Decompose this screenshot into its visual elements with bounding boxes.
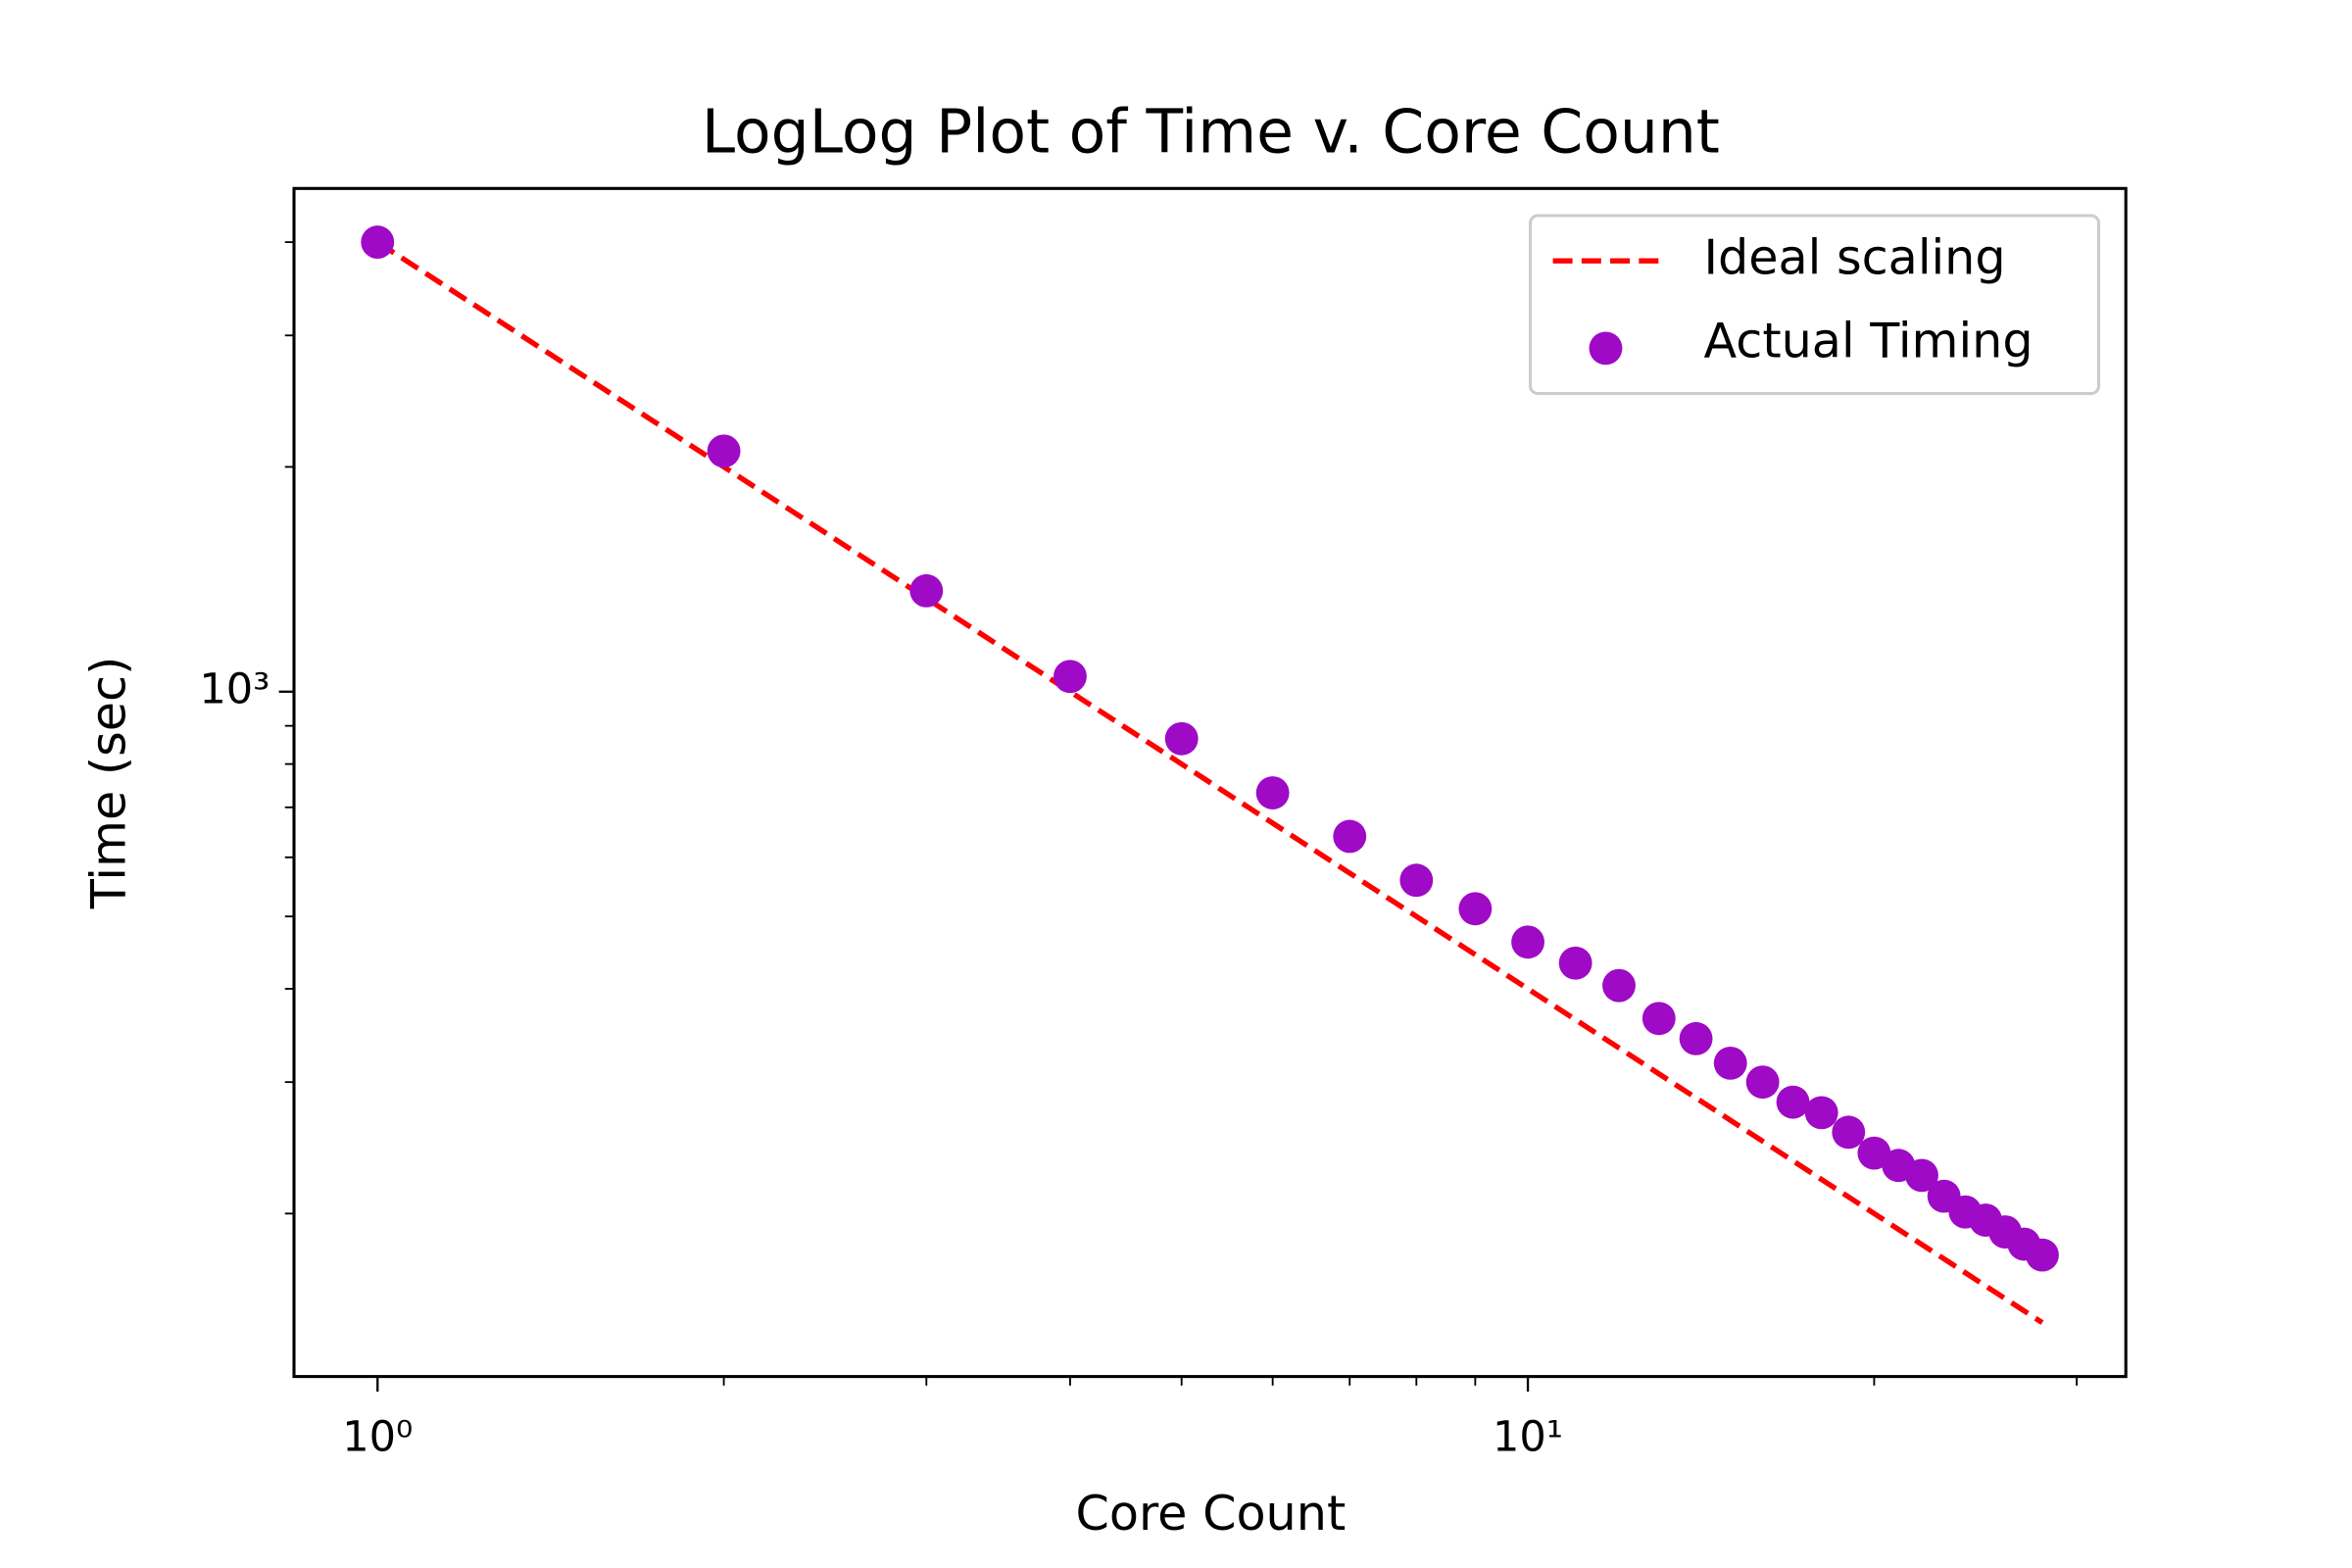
data-point bbox=[1679, 1021, 1713, 1055]
legend-label: Actual Timing bbox=[1703, 312, 2033, 368]
data-point bbox=[1054, 660, 1087, 694]
x-tick-label: 10¹ bbox=[1493, 1413, 1563, 1462]
axes-frame bbox=[292, 186, 2128, 1379]
data-point bbox=[909, 573, 944, 608]
data-point bbox=[1745, 1065, 1780, 1100]
data-point bbox=[707, 434, 741, 468]
data-point bbox=[1602, 968, 1636, 1003]
ideal-line bbox=[375, 239, 2044, 1325]
y-tick-label: 10³ bbox=[199, 664, 270, 713]
legend-marker bbox=[1589, 331, 1623, 366]
legend-label: Ideal scaling bbox=[1703, 229, 2005, 286]
data-point bbox=[1776, 1085, 1810, 1119]
data-point bbox=[1804, 1096, 1838, 1130]
data-point bbox=[1399, 863, 1434, 898]
plot-area bbox=[361, 225, 2059, 1325]
data-point bbox=[1558, 946, 1592, 980]
data-point bbox=[1164, 721, 1199, 756]
data-point bbox=[1642, 1002, 1676, 1036]
chart-title: LogLog Plot of Time v. Core Count bbox=[702, 97, 1720, 168]
y-axis-label: Time (sec) bbox=[79, 657, 136, 910]
data-point bbox=[1333, 819, 1367, 854]
data-point bbox=[1511, 925, 1544, 959]
data-point bbox=[361, 225, 395, 259]
data-point bbox=[1255, 776, 1290, 809]
data-point bbox=[1713, 1046, 1747, 1080]
x-axis-label: Core Count bbox=[1076, 1485, 1347, 1542]
x-tick-label: 10⁰ bbox=[342, 1413, 413, 1462]
data-point bbox=[1458, 892, 1493, 926]
data-point bbox=[2026, 1238, 2059, 1272]
legend-box bbox=[1529, 214, 2101, 396]
data-point bbox=[1832, 1115, 1866, 1150]
data-point bbox=[1905, 1158, 1938, 1193]
